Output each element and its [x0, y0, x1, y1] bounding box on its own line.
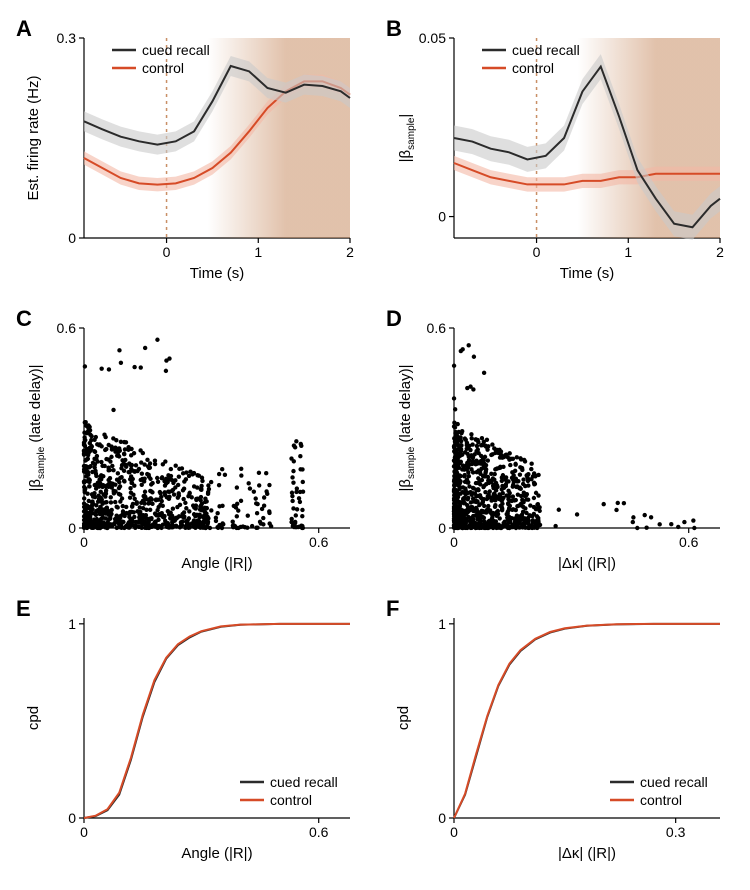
svg-text:1: 1: [254, 244, 262, 260]
svg-text:0: 0: [450, 534, 458, 550]
panel-E-label: E: [16, 596, 31, 622]
panel-E: E 00.601Angle (|R|)cpdcued recallcontrol: [20, 600, 360, 870]
svg-text:0: 0: [68, 520, 76, 536]
panel-F-label: F: [386, 596, 399, 622]
svg-text:|Δκ| (|R|): |Δκ| (|R|): [558, 555, 616, 572]
svg-text:0: 0: [68, 810, 76, 826]
svg-text:0.05: 0.05: [419, 30, 446, 46]
svg-text:Angle (|R|): Angle (|R|): [181, 555, 252, 572]
svg-text:0: 0: [533, 244, 541, 260]
figure-grid: A 01200.3Time (s)Est. firing rate (Hz)cu…: [20, 20, 730, 870]
svg-text:control: control: [142, 60, 184, 76]
svg-text:0.3: 0.3: [666, 824, 686, 840]
svg-text:0: 0: [80, 534, 88, 550]
svg-text:0.6: 0.6: [309, 534, 329, 550]
svg-text:control: control: [270, 792, 312, 808]
svg-text:0: 0: [438, 520, 446, 536]
panel-D-label: D: [386, 306, 402, 332]
svg-text:|Δκ| (|R|): |Δκ| (|R|): [558, 845, 616, 862]
svg-text:Est. firing rate (Hz): Est. firing rate (Hz): [25, 75, 42, 200]
svg-text:0.6: 0.6: [427, 320, 447, 336]
svg-text:|βsample|: |βsample|: [397, 114, 417, 163]
svg-text:1: 1: [68, 616, 76, 632]
panel-B-svg: 0 1 2 0 0.05 Time (s) |βsample| cued recall cont…: [390, 20, 730, 290]
svg-text:|βsample (late delay)|: |βsample (late delay)|: [27, 364, 47, 491]
svg-text:cued recall: cued recall: [270, 774, 338, 790]
svg-text:control: control: [512, 60, 554, 76]
svg-text:0: 0: [438, 209, 446, 225]
panel-C-svg: 0 0.6 0 0.6 Angle (|R|) |βsample (late delay)…: [20, 310, 360, 580]
svg-text:2: 2: [346, 244, 354, 260]
panel-F-svg: 0 0.3 0 1 |Δκ| (|R|) cpd cued recall control: [390, 600, 730, 870]
panel-D-svg: 0 0.6 0 0.6 |Δκ| (|R|) |βsample (late delay)|: [390, 310, 730, 580]
panel-A-svg: 0 1 2 0 0.3 Time (s) Est. firing rate (Hz) cued…: [20, 20, 360, 290]
panel-F: F 00.301|Δκ| (|R|)cpdcued recallcontrol: [390, 600, 730, 870]
panel-E-svg: 0 0.6 0 1 Angle (|R|) cpd cued recall control: [20, 600, 360, 870]
svg-text:0.3: 0.3: [57, 30, 77, 46]
svg-text:0.6: 0.6: [57, 320, 77, 336]
svg-text:|βsample (late delay)|: |βsample (late delay)|: [397, 364, 417, 491]
svg-text:control: control: [640, 792, 682, 808]
panel-C-label: C: [16, 306, 32, 332]
svg-text:2: 2: [716, 244, 724, 260]
svg-text:1: 1: [438, 616, 446, 632]
svg-text:1: 1: [624, 244, 632, 260]
svg-text:Time (s): Time (s): [190, 265, 244, 282]
svg-text:0: 0: [450, 824, 458, 840]
panel-A: A 01200.3Time (s)Est. firing rate (Hz)cu…: [20, 20, 360, 290]
panel-A-label: A: [16, 16, 32, 42]
svg-text:cpd: cpd: [25, 706, 42, 730]
panel-D: D 00.600.6|Δκ| (|R|)|βsample (late delay…: [390, 310, 730, 580]
svg-text:0: 0: [163, 244, 171, 260]
svg-text:0.6: 0.6: [309, 824, 329, 840]
svg-text:Angle (|R|): Angle (|R|): [181, 845, 252, 862]
svg-text:Time (s): Time (s): [560, 265, 614, 282]
panel-B-label: B: [386, 16, 402, 42]
panel-B: B 01200.05Time (s)|βsample|cued recallco…: [390, 20, 730, 290]
svg-text:cued recall: cued recall: [640, 774, 708, 790]
svg-text:0.6: 0.6: [679, 534, 699, 550]
svg-text:0: 0: [80, 824, 88, 840]
svg-text:cued recall: cued recall: [512, 42, 580, 58]
panel-C: C 00.600.6Angle (|R|)|βsample (late dela…: [20, 310, 360, 580]
svg-text:cpd: cpd: [395, 706, 412, 730]
svg-text:0: 0: [68, 230, 76, 246]
svg-text:0: 0: [438, 810, 446, 826]
svg-text:cued recall: cued recall: [142, 42, 210, 58]
